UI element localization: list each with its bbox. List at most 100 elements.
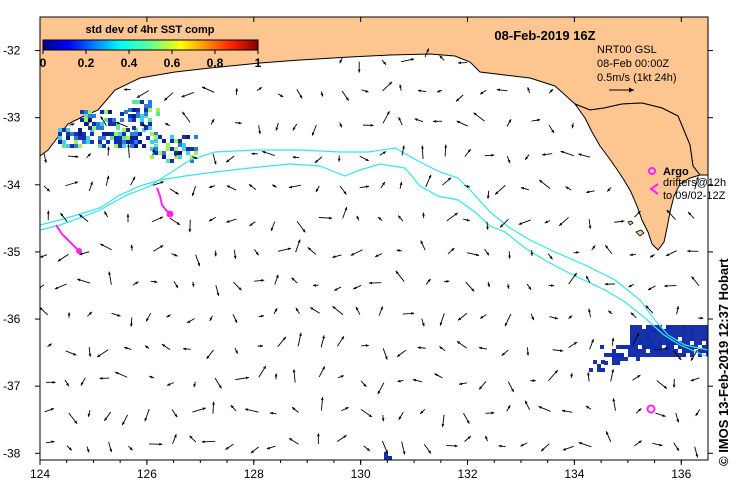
sst-cell xyxy=(134,144,138,148)
sst-cell xyxy=(630,325,634,329)
sst-cell xyxy=(134,132,138,136)
sst-cell xyxy=(108,122,112,126)
sst-cell xyxy=(100,126,104,130)
lat-tick-label: -35 xyxy=(3,245,21,259)
sst-cell xyxy=(642,333,646,337)
sst-cell xyxy=(58,132,62,136)
sst-cell xyxy=(170,135,174,139)
sst-cell xyxy=(62,144,66,148)
sst-cell xyxy=(114,144,118,148)
sst-cell xyxy=(658,341,662,345)
sst-cell xyxy=(114,140,118,144)
sst-cell xyxy=(638,353,642,357)
sst-cell xyxy=(678,325,682,329)
sst-cell xyxy=(156,112,160,116)
sst-cell xyxy=(126,128,130,132)
sst-cell xyxy=(690,325,694,329)
sst-cell xyxy=(122,144,126,148)
sst-cell xyxy=(124,110,128,114)
sst-cell xyxy=(654,337,658,341)
lat-tick-label: -34 xyxy=(3,178,21,192)
sst-cell xyxy=(698,341,702,345)
sst-cell xyxy=(90,132,94,136)
sst-cell xyxy=(650,353,654,357)
sst-cell xyxy=(154,135,158,139)
sst-cell xyxy=(138,140,142,144)
colorbar-tick-label: 0.2 xyxy=(78,56,95,70)
sst-cell xyxy=(98,136,102,140)
sst-cell xyxy=(646,333,650,337)
sst-cell xyxy=(638,325,642,329)
sst-cell xyxy=(686,337,690,341)
sst-cell xyxy=(682,337,686,341)
colorbar-tick-label: 0.8 xyxy=(207,56,224,70)
sst-cell xyxy=(666,325,670,329)
sst-cell xyxy=(96,126,100,130)
sst-cell xyxy=(132,126,136,130)
sst-cell xyxy=(74,136,78,140)
sst-cell xyxy=(186,147,190,151)
sst-cell xyxy=(654,345,658,349)
sst-cell xyxy=(84,110,88,114)
sst-cell xyxy=(616,361,620,365)
sst-cell xyxy=(146,136,150,140)
sst-cell xyxy=(82,140,86,144)
sst-cell xyxy=(632,353,636,357)
sst-cell xyxy=(148,126,152,130)
sst-cell xyxy=(148,118,152,122)
colorbar xyxy=(43,40,258,50)
sst-cell xyxy=(702,333,706,337)
sst-cell xyxy=(612,353,616,357)
sst-cell xyxy=(102,132,106,136)
sst-cell xyxy=(70,132,74,136)
sst-cell xyxy=(694,325,698,329)
sst-cell xyxy=(136,108,140,112)
sst-cell xyxy=(150,155,154,159)
sst-cell xyxy=(148,122,152,126)
sst-cell xyxy=(66,128,70,132)
sst-cell xyxy=(642,341,646,345)
lon-tick-label: 126 xyxy=(137,467,157,481)
sst-cell xyxy=(144,112,148,116)
sst-cell xyxy=(162,151,166,155)
sst-cell xyxy=(686,329,690,333)
sst-cell xyxy=(694,337,698,341)
argo-float xyxy=(167,211,174,218)
sst-cell xyxy=(108,110,112,114)
sst-cell xyxy=(74,140,78,144)
sst-cell xyxy=(80,118,84,122)
sst-cell xyxy=(620,345,624,349)
sst-cell xyxy=(646,337,650,341)
sst-cell xyxy=(136,100,140,104)
sst-cell xyxy=(112,122,116,126)
sst-cell xyxy=(642,337,646,341)
sst-cell xyxy=(148,100,152,104)
sst-cell xyxy=(82,132,86,136)
sst-cell xyxy=(642,345,646,349)
credit-label: © IMOS 13-Feb-2019 12:37 Hobart xyxy=(716,46,738,466)
sst-cell xyxy=(100,110,104,114)
sst-cell xyxy=(698,333,702,337)
sst-cell xyxy=(122,128,126,132)
sst-cell xyxy=(140,114,144,118)
sst-cell xyxy=(616,345,620,349)
sst-cell xyxy=(601,368,605,372)
sst-cell xyxy=(88,114,92,118)
colorbar-tick-label: 0 xyxy=(40,56,47,70)
sst-cell xyxy=(694,329,698,333)
lat-tick-label: -33 xyxy=(3,111,21,125)
sst-cell xyxy=(170,147,174,151)
sst-cell xyxy=(604,353,608,357)
sst-cell xyxy=(612,361,616,365)
sst-cell xyxy=(658,353,662,357)
sst-cell xyxy=(654,353,658,357)
sst-cell xyxy=(646,325,650,329)
sst-cell xyxy=(698,337,702,341)
sst-cell xyxy=(118,144,122,148)
sst-cell xyxy=(642,349,646,353)
sst-cell xyxy=(670,345,674,349)
sst-cell xyxy=(162,139,166,143)
sst-cell xyxy=(650,345,654,349)
sst-cell xyxy=(650,349,654,353)
